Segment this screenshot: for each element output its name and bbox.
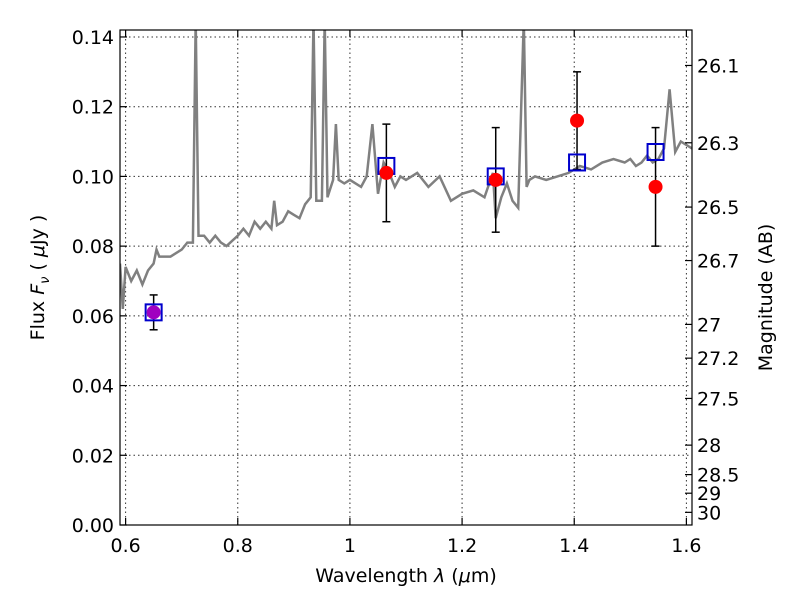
y-tick-label: 0.14 [72, 27, 114, 49]
x-tick-label: 1.2 [447, 535, 477, 557]
right-tick-label: 28 [697, 435, 721, 457]
x-tick-label: 0.8 [223, 535, 253, 557]
x-axis-title: Wavelength λ (μm) [315, 565, 496, 587]
right-tick-label: 26.1 [697, 55, 739, 77]
y-tick-label: 0.08 [72, 236, 114, 258]
observed-point [379, 165, 394, 180]
right-tick-label: 30 [697, 502, 721, 524]
y-tick-label: 0.12 [72, 97, 114, 119]
model-photometry-square [646, 143, 665, 162]
observed-point [570, 113, 585, 128]
y-tick-label: 0.04 [72, 376, 114, 398]
plot-area [120, 30, 692, 331]
grid [120, 30, 692, 526]
model-photometry-square [144, 303, 163, 322]
right-tick-label: 27.5 [697, 388, 739, 410]
right-tick-label: 26.3 [697, 133, 739, 155]
observed-point [146, 305, 161, 320]
x-tick-label: 1.6 [671, 535, 701, 557]
right-tick-label: 26.5 [697, 197, 739, 219]
y-axis-title: Flux Fν ( μJy ) [27, 215, 53, 341]
right-tick-label: 29 [697, 483, 721, 505]
x-tick-label: 0.6 [110, 535, 140, 557]
plot-frame [119, 29, 693, 526]
right-tick-label: 28.5 [697, 465, 739, 487]
observed-point [648, 179, 663, 194]
y-tick-label: 0.06 [72, 306, 114, 328]
observed-point [488, 172, 503, 187]
right-tick-label: 27 [697, 314, 721, 336]
model-spectrum-line [120, 30, 692, 309]
y-tick-label: 0.00 [72, 515, 114, 537]
model-photometry-square [568, 153, 587, 172]
right-tick-label: 26.7 [697, 251, 739, 273]
axis-ticks: 0.6 0.8 1 1.2 1.4 1.6 0.00 0.02 0.04 0.06 0.08 0.10… [72, 27, 740, 557]
right-axis-title: Magnitude (AB) [755, 224, 777, 372]
x-tick-label: 1.4 [559, 535, 589, 557]
y-tick-label: 0.10 [72, 166, 114, 188]
right-tick-label: 27.2 [697, 348, 739, 370]
y-tick-label: 0.02 [72, 445, 114, 467]
x-tick-label: 1 [344, 535, 356, 557]
